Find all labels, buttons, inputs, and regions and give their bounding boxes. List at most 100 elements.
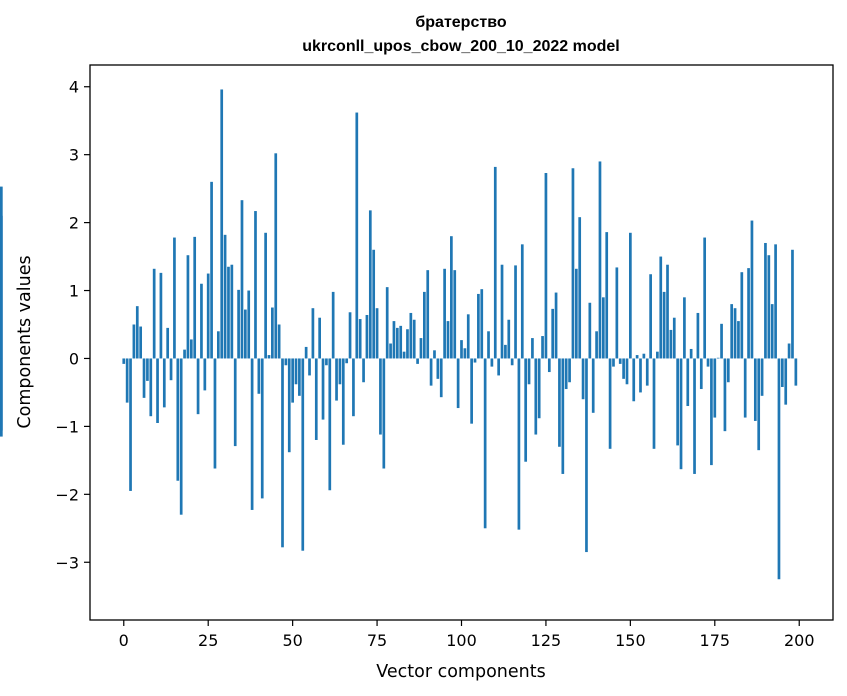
bar xyxy=(399,325,403,359)
chart-title: братерство xyxy=(415,14,506,31)
x-tick-label: 75 xyxy=(367,631,387,650)
bar xyxy=(362,358,365,383)
bar xyxy=(0,186,3,359)
bar xyxy=(186,255,190,359)
bar xyxy=(402,351,406,359)
bar xyxy=(223,234,227,359)
y-tick-label: 2 xyxy=(69,214,79,233)
bar xyxy=(652,358,656,449)
bar xyxy=(500,264,504,359)
bar xyxy=(301,358,305,551)
bar xyxy=(493,166,497,359)
bar xyxy=(517,358,521,530)
bar xyxy=(713,358,717,418)
bar xyxy=(554,292,558,359)
bar xyxy=(308,358,311,376)
bar xyxy=(325,358,328,366)
x-tick-label: 150 xyxy=(615,631,646,650)
bar xyxy=(477,293,480,359)
bar xyxy=(298,358,301,396)
bar xyxy=(375,308,379,359)
bar xyxy=(672,317,676,359)
plot-frame xyxy=(89,64,834,621)
y-tick-label: −1 xyxy=(55,417,79,436)
bar xyxy=(659,256,663,359)
bar xyxy=(662,291,666,359)
bar xyxy=(767,255,771,359)
bar xyxy=(250,358,254,510)
bar xyxy=(260,358,264,499)
bar xyxy=(439,358,443,398)
bar xyxy=(355,112,359,359)
bar xyxy=(365,314,369,359)
bar xyxy=(358,319,362,359)
bar xyxy=(372,249,376,359)
bar xyxy=(618,358,622,364)
bar xyxy=(703,237,707,359)
bar xyxy=(450,236,453,359)
bar xyxy=(433,350,436,359)
bar xyxy=(534,358,538,435)
bar xyxy=(203,358,207,391)
bar xyxy=(0,358,3,437)
bar xyxy=(284,358,288,366)
bar xyxy=(564,358,568,390)
bar xyxy=(152,268,156,359)
bar xyxy=(737,321,740,359)
bar xyxy=(642,353,646,359)
bar xyxy=(331,291,335,359)
bar xyxy=(443,268,446,359)
bar xyxy=(585,358,588,553)
bar xyxy=(379,358,382,435)
bar xyxy=(723,358,727,432)
bar xyxy=(612,358,615,367)
bar xyxy=(595,331,598,359)
bar xyxy=(764,242,767,359)
bar xyxy=(706,358,710,367)
bar xyxy=(233,358,237,447)
x-tick-label: 200 xyxy=(784,631,815,650)
bar xyxy=(770,304,774,359)
y-tick-label: 0 xyxy=(69,349,79,368)
bar xyxy=(321,358,325,420)
bar xyxy=(507,319,511,359)
bar xyxy=(483,358,487,529)
bar xyxy=(257,358,261,394)
bar xyxy=(189,339,193,359)
bar xyxy=(419,338,423,359)
bar xyxy=(531,338,534,359)
bar xyxy=(780,358,784,387)
bar xyxy=(166,327,170,359)
bar xyxy=(777,358,781,580)
bar xyxy=(200,283,203,359)
bar xyxy=(156,358,159,423)
bar xyxy=(264,232,267,359)
bar xyxy=(541,336,544,359)
bar xyxy=(750,220,754,359)
bar xyxy=(314,358,318,440)
bar xyxy=(287,358,291,453)
bar xyxy=(676,358,679,446)
bar xyxy=(699,358,703,390)
bar xyxy=(473,358,477,363)
x-tick-label: 0 xyxy=(119,631,129,650)
y-tick-label: 4 xyxy=(69,78,79,97)
bar xyxy=(348,312,352,359)
bar xyxy=(274,153,278,359)
bar xyxy=(760,358,764,396)
bar xyxy=(162,358,166,408)
bar xyxy=(135,306,139,359)
bar xyxy=(328,358,332,491)
y-tick-label: 3 xyxy=(69,146,79,165)
bar xyxy=(710,358,713,466)
bar xyxy=(784,358,788,405)
bar xyxy=(666,264,669,359)
bar xyxy=(622,358,625,379)
y-tick-label: 1 xyxy=(69,282,79,301)
bar xyxy=(392,321,396,359)
bar xyxy=(338,358,342,385)
bar xyxy=(294,358,298,385)
bar xyxy=(385,287,389,359)
bar xyxy=(210,181,213,359)
bar xyxy=(527,358,531,385)
